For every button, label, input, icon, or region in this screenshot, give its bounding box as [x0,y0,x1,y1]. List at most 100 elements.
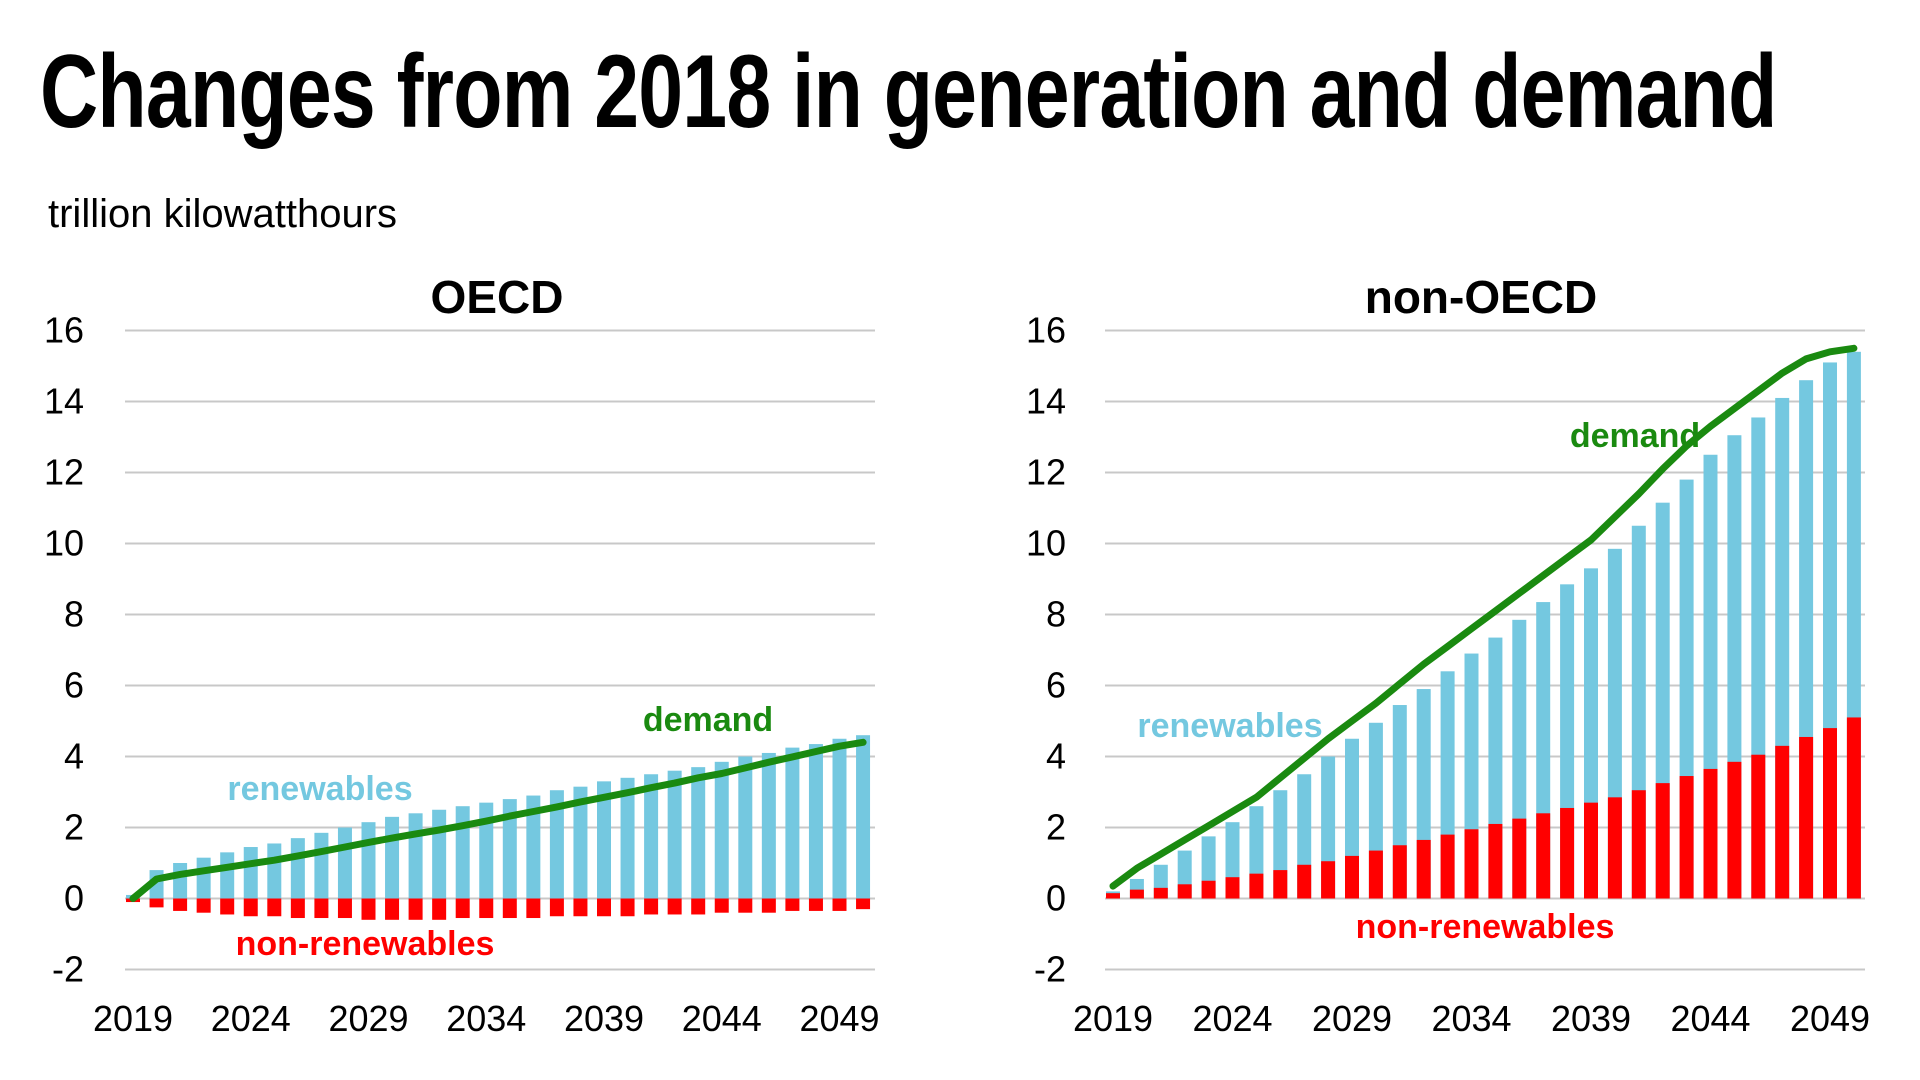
oecd-renewables-bar [691,767,706,899]
non-oecd-x-tick-label: 2034 [1431,998,1511,1039]
oecd-renewables-bar [832,738,847,899]
oecd-non-renewables-bar [243,898,258,917]
non-oecd-non-renewables-bar [1560,807,1575,899]
oecd-renewables-bar [173,863,188,899]
oecd-non-renewables-bar [337,898,352,919]
non-oecd-non-renewables-bar [1249,873,1264,899]
oecd-y-tick-label: 8 [64,594,84,635]
oecd-renewables-bar [573,786,588,899]
oecd-non-renewables-bar [385,898,400,920]
oecd-non-renewables-bar [667,898,682,915]
non-oecd-x-tick-label: 2044 [1670,998,1750,1039]
non-oecd-x-tick-label: 2019 [1073,998,1153,1039]
oecd-renewables-bar [526,795,541,899]
oecd-non-renewables-bar [290,898,305,919]
oecd-non-renewables-bar [832,898,847,911]
oecd-y-tick-label: 14 [44,381,84,422]
non-oecd-x-tick-label: 2049 [1790,998,1870,1039]
oecd-renewables-bar [667,770,682,899]
oecd-panel: -2 0 2 4 6 8 10 12 14 16 2019 2024 2029 2034 2039 2044 2… [44,271,880,1039]
oecd-renewables-label: renewables [227,770,412,808]
oecd-non-renewables-bar [644,898,659,915]
non-oecd-non-renewables-bar [1321,861,1336,899]
non-oecd-demand-line [1109,344,1858,890]
oecd-renewables-bar [620,777,635,899]
non-oecd-non-renewables-bar [1536,813,1551,899]
oecd-non-renewables-bar [479,898,494,919]
oecd-non-renewables-bar [597,898,611,917]
non-oecd-non-renewables-bar [1392,845,1407,899]
oecd-non-renewables-label: non-renewables [236,925,495,963]
non-oecd-x-tick-label: 2024 [1192,998,1272,1039]
non-oecd-non-renewables-bar [1751,754,1766,899]
non-oecd-non-renewables-bar [1368,850,1383,899]
oecd-x-tick-label: 2044 [682,998,762,1039]
oecd-y-tick-label: 12 [44,452,84,493]
oecd-non-renewables-bar [149,898,164,908]
oecd-non-renewables-bar [808,898,823,911]
oecd-renewables-bar [314,832,329,899]
oecd-non-renewables-bar [785,898,800,911]
non-oecd-non-renewables-label: non-renewables [1356,908,1615,946]
oecd-renewables-bar [644,774,659,899]
oecd-y-tick-label: 4 [64,736,84,777]
non-oecd-non-renewables-bar [1345,855,1359,899]
oecd-renewables-bar [243,847,258,899]
oecd-non-renewables-bar [502,898,517,919]
oecd-x-tick-label: 2029 [328,998,408,1039]
oecd-renewables-bar [808,744,823,899]
oecd-renewables-bar [549,790,564,899]
oecd-non-renewables-bar [267,898,282,917]
oecd-x-tick-label: 2034 [446,998,526,1039]
oecd-non-renewables-bar [314,898,329,919]
non-oecd-panel: -2 0 2 4 6 8 10 12 14 16 2019 2024 2029 2034 2039 2044 2… [1026,271,1870,1039]
non-oecd-y-tick-label: 8 [1046,594,1066,635]
oecd-x-tick-label: 2049 [799,998,879,1039]
non-oecd-non-renewables-bar [1703,768,1718,899]
oecd-renewables-bar [220,852,235,899]
unit-label: trillion kilowatthours [48,192,398,236]
non-oecd-non-renewables-bar [1488,823,1503,899]
oecd-renewables-bar [267,843,282,899]
oecd-non-renewables-bar [738,898,753,913]
oecd-renewables-bar [196,857,211,899]
non-oecd-demand-label: demand [1570,417,1700,455]
non-oecd-non-renewables-bar [1607,797,1622,899]
oecd-non-renewables-bar [856,898,871,910]
chart-title: Changes from 2018 in generation and dema… [40,34,1777,150]
oecd-renewables-bar [761,752,776,899]
non-oecd-y-tick-label: 0 [1046,878,1066,919]
oecd-non-renewables-bar [691,898,706,915]
non-oecd-non-renewables-bar [1775,745,1790,899]
non-oecd-non-renewables-bar [1584,802,1598,899]
non-oecd-x-tick-label: 2029 [1312,998,1392,1039]
non-oecd-y-tick-label: 14 [1026,381,1066,422]
oecd-renewables-bar [361,822,376,899]
non-oecd-non-renewables-bar [1225,877,1240,899]
oecd-renewables-bar [455,806,470,899]
oecd-renewables-bar [502,799,517,899]
non-oecd-non-renewables-bar [1727,761,1742,899]
oecd-renewables-bar [479,802,494,899]
non-oecd-y-tick-label: 10 [1026,523,1066,564]
oecd-non-renewables-bar [220,898,235,915]
oecd-renewables-bar [290,838,305,899]
oecd-non-renewables-bar [526,898,541,919]
non-oecd-y-tick-label: 16 [1026,310,1066,351]
oecd-demand-line [129,738,867,902]
oecd-non-renewables-bar [573,898,588,917]
non-oecd-non-renewables-bar [1177,884,1192,899]
non-oecd-non-renewables-bar [1512,818,1527,899]
non-oecd-non-renewables-bar [1655,783,1670,899]
non-oecd-y-tick-label: 2 [1046,807,1066,848]
oecd-y-tick-label: 6 [64,665,84,706]
oecd-non-renewables-bar [549,898,564,917]
oecd-x-tick-label: 2019 [93,998,173,1039]
oecd-y-tick-label: 16 [44,310,84,351]
non-oecd-non-renewables-bar [1823,728,1837,899]
oecd-renewables-bar [785,747,800,899]
oecd-x-tick-label: 2024 [211,998,291,1039]
oecd-non-renewables-bar [620,898,635,917]
oecd-y-tick-label: 0 [64,878,84,919]
oecd-renewables-bar [408,813,423,899]
